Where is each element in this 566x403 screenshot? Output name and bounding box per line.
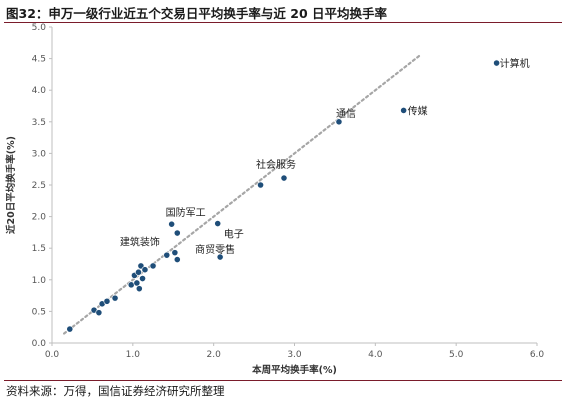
data-point <box>111 294 119 302</box>
data-point <box>66 325 74 333</box>
footer-divider <box>4 380 562 381</box>
point-label: 计算机 <box>500 57 530 70</box>
data-point <box>135 285 143 293</box>
point-label: 建筑装饰 <box>120 236 160 249</box>
data-point <box>95 309 103 317</box>
x-axis-label: 本周平均换手率(%) <box>252 364 337 376</box>
title-divider <box>4 22 562 23</box>
data-point <box>168 220 176 228</box>
point-label: 电子 <box>224 228 244 241</box>
data-point <box>127 281 135 289</box>
x-tick-label: 1.0 <box>126 350 141 360</box>
y-tick-label: 0.0 <box>32 339 47 349</box>
point-label: 传媒 <box>408 105 428 117</box>
data-point <box>171 249 179 257</box>
source-note: 资料来源：万得，国信证券经济研究所整理 <box>6 384 225 398</box>
chart-axes: 0.0 1.0 2.0 3.0 4.0 5.0 6.0 0.0 0.5 1.0 1.5 2.0 2.5 3… <box>32 23 545 360</box>
x-tick-label: 6.0 <box>530 350 545 360</box>
x-tick-label: 5.0 <box>449 350 464 360</box>
data-point <box>149 262 157 270</box>
trendline-group <box>63 54 421 335</box>
trendline <box>63 54 421 335</box>
data-point <box>133 279 141 287</box>
y-tick-label: 1.5 <box>32 244 46 254</box>
x-tick-label: 2.0 <box>207 350 222 360</box>
data-point <box>335 118 343 126</box>
data-point <box>257 181 264 189</box>
data-point <box>173 229 181 237</box>
point-label: 商贸零售 <box>195 243 235 256</box>
y-tick-label: 4.0 <box>32 86 47 96</box>
data-point <box>214 220 222 227</box>
chart-title: 图32：申万一级行业近五个交易日平均换手率与近 20 日平均换手率 <box>6 6 387 21</box>
point-label: 社会服务 <box>256 158 296 171</box>
y-tick-label: 0.5 <box>32 307 46 317</box>
data-point <box>493 59 500 67</box>
y-tick-label: 1.0 <box>32 276 47 286</box>
x-tick-label: 3.0 <box>287 350 302 360</box>
point-label: 通信 <box>336 108 356 120</box>
points-group <box>66 59 500 333</box>
x-tick-label: 0.0 <box>45 350 60 360</box>
y-tick-label: 5.0 <box>32 23 47 33</box>
y-axis-label: 近20日平均换手率(%) <box>5 136 17 234</box>
y-tick-label: 3.5 <box>32 118 46 128</box>
y-tick-label: 4.5 <box>32 55 46 65</box>
y-tick-label: 2.5 <box>32 181 46 191</box>
data-point <box>216 253 224 261</box>
data-point <box>280 174 288 182</box>
data-point <box>135 268 142 276</box>
data-point <box>173 256 181 263</box>
point-label: 国防军工 <box>166 206 206 219</box>
x-tick-label: 4.0 <box>368 350 383 360</box>
y-tick-label: 3.0 <box>32 149 47 159</box>
data-point <box>141 266 149 274</box>
data-point <box>163 251 171 259</box>
data-point <box>139 275 146 282</box>
data-point <box>103 297 111 305</box>
data-point <box>400 107 408 114</box>
y-tick-label: 2.0 <box>32 213 47 223</box>
